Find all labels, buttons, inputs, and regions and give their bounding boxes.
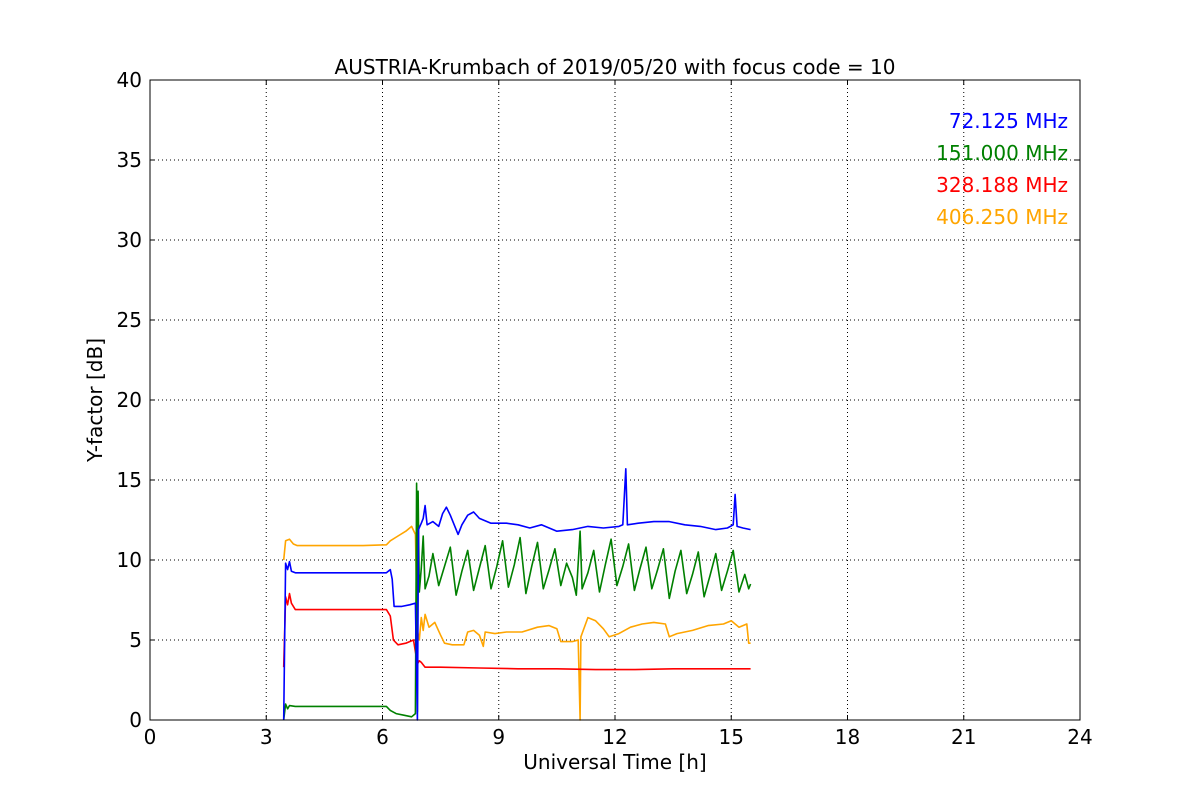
x-tick-label: 21 <box>951 725 976 749</box>
y-tick-label: 10 <box>117 548 142 572</box>
legend-entry: 406.250 MHz <box>936 205 1068 229</box>
x-tick-label: 24 <box>1067 725 1092 749</box>
series-layer <box>282 468 752 721</box>
series-line-151-000-mhz <box>282 482 752 721</box>
series-line-406-250-mhz <box>282 525 751 721</box>
x-tick-label: 18 <box>835 725 860 749</box>
x-tick-label: 6 <box>376 725 389 749</box>
x-axis-label: Universal Time [h] <box>523 750 706 774</box>
series-line-72-125-mhz <box>282 468 751 721</box>
y-axis-label: Y-factor [dB] <box>83 338 107 463</box>
x-tick-label: 9 <box>492 725 505 749</box>
ticks-layer: 0 3 6 9 12 15 18 21 24 0 5 10 15 20 25 30 35 40 <box>117 68 1093 749</box>
y-tick-label: 40 <box>117 68 142 92</box>
y-tick-label: 25 <box>117 308 142 332</box>
y-tick-label: 5 <box>129 628 142 652</box>
chart-title: AUSTRIA-Krumbach of 2019/05/20 with focu… <box>335 55 896 79</box>
x-tick-label: 15 <box>719 725 744 749</box>
y-tick-label: 35 <box>117 148 142 172</box>
legend-entry: 151.000 MHz <box>936 141 1068 165</box>
legend-entry: 72.125 MHz <box>949 109 1068 133</box>
plot-border <box>149 79 1081 721</box>
legend-entry: 328.188 MHz <box>936 173 1068 197</box>
grid-layer <box>150 80 1080 720</box>
x-tick-label: 0 <box>144 725 157 749</box>
y-tick-label: 15 <box>117 468 142 492</box>
x-tick-label: 12 <box>602 725 627 749</box>
series-line-328-188-mhz <box>282 592 751 671</box>
y-tick-label: 0 <box>129 708 142 732</box>
y-tick-label: 30 <box>117 228 142 252</box>
legend: 72.125 MHz 151.000 MHz 328.188 MHz 406.250 … <box>936 109 1068 229</box>
x-tick-label: 3 <box>260 725 273 749</box>
y-tick-label: 20 <box>117 388 142 412</box>
